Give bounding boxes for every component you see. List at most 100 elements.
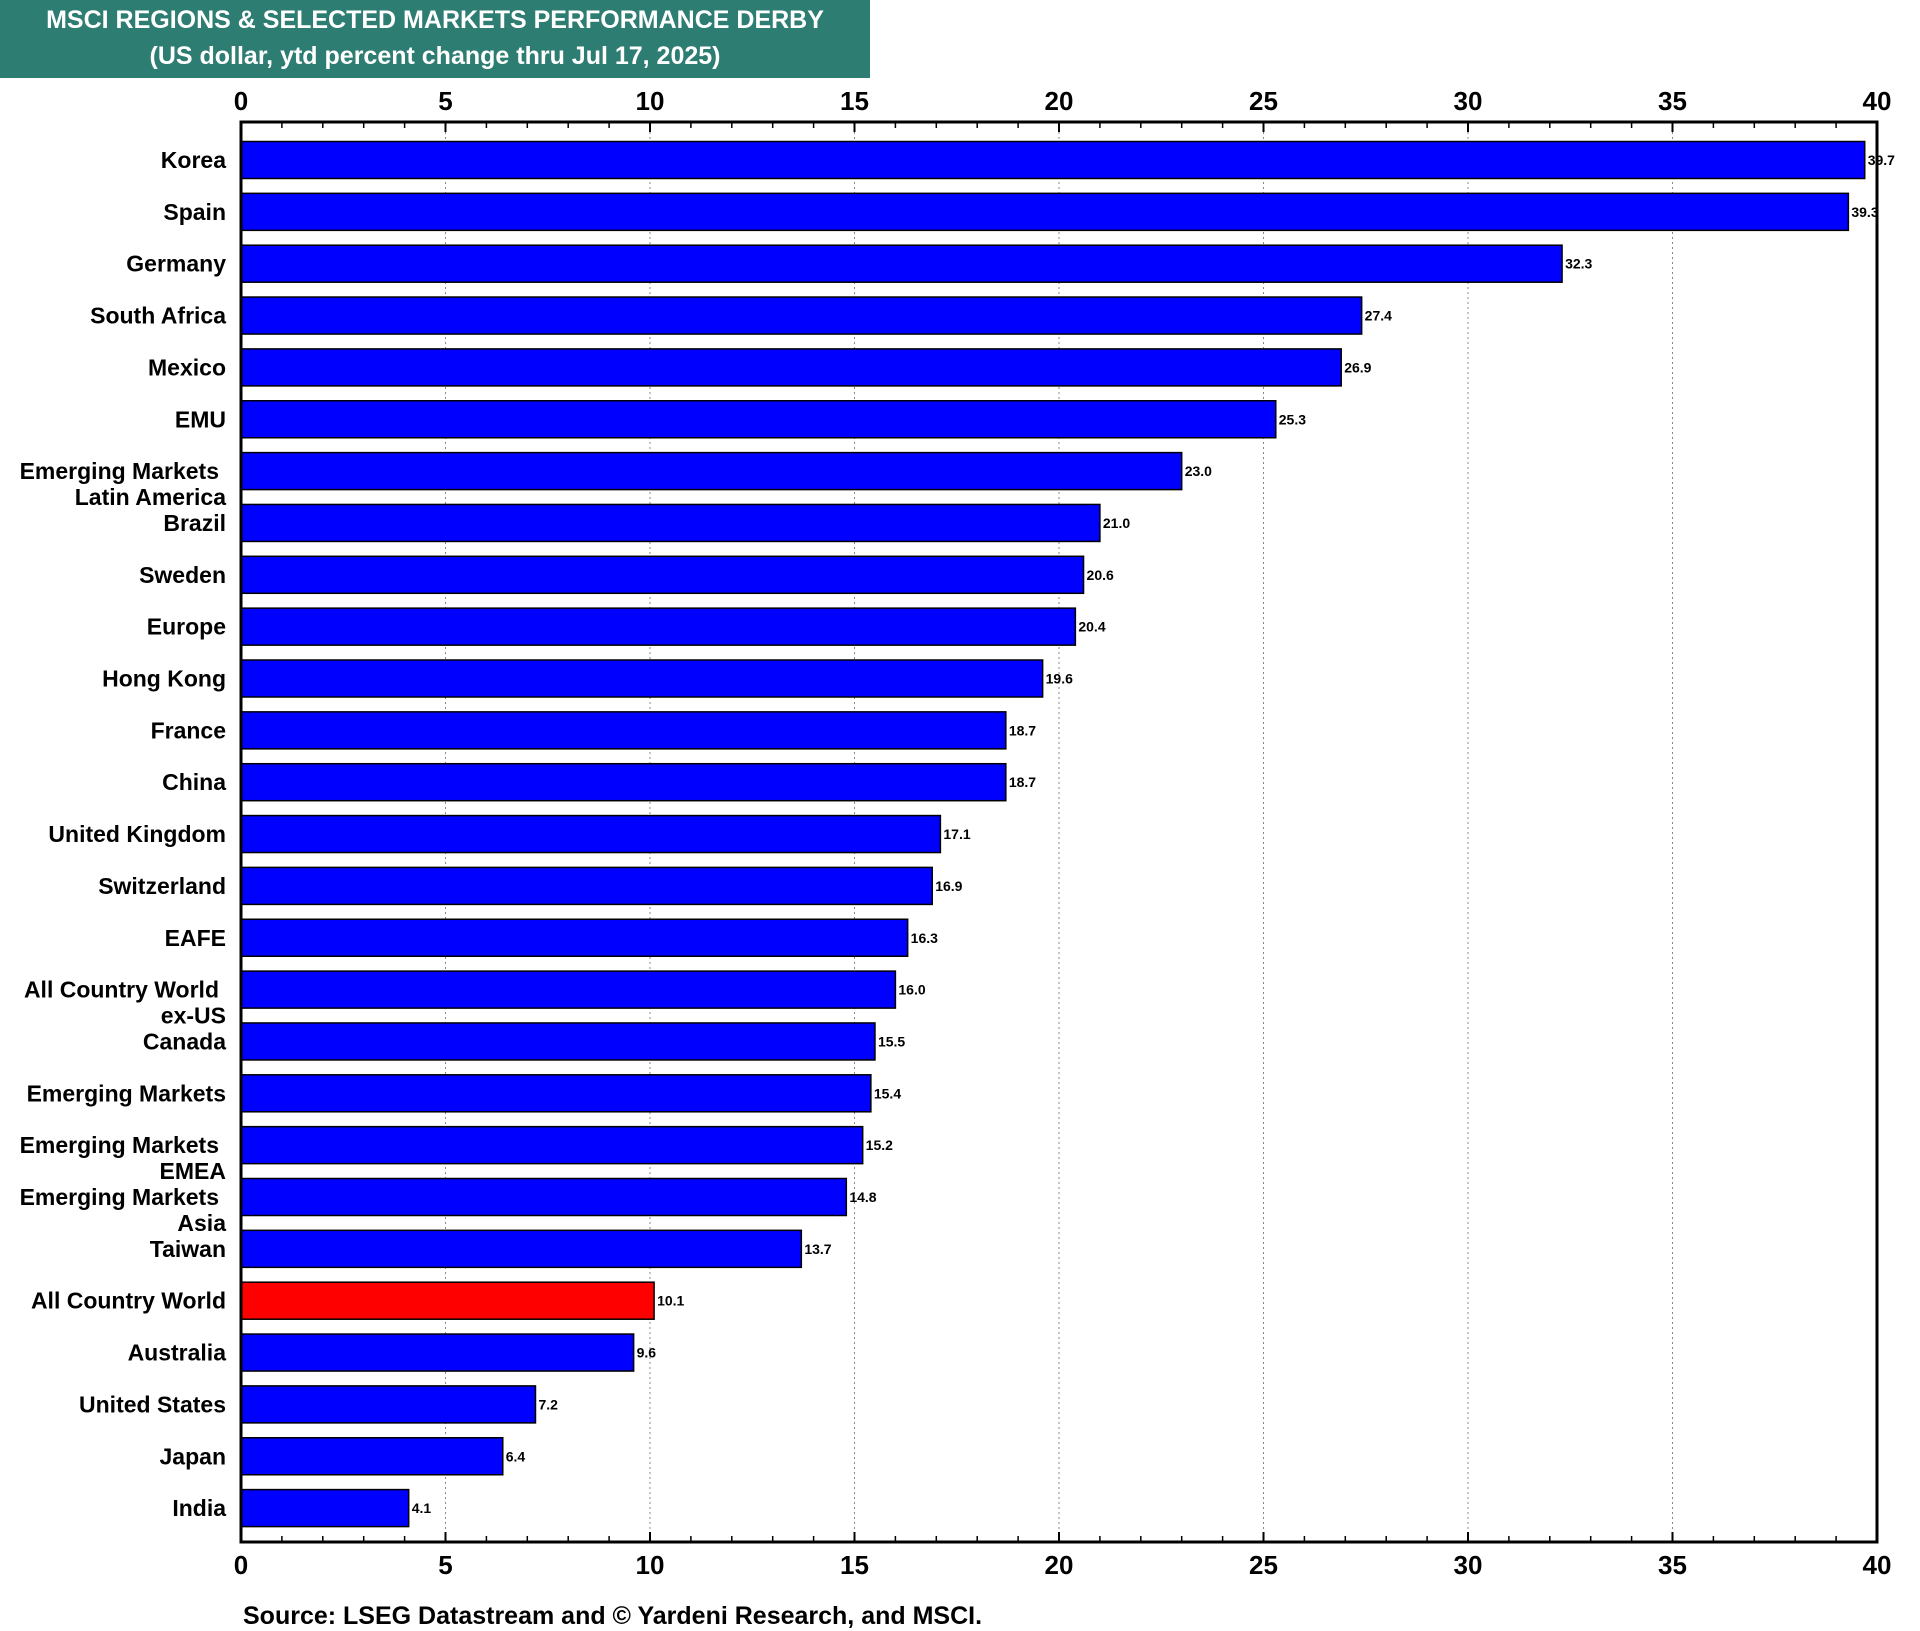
- category-label: Brazil: [163, 510, 226, 536]
- bar: [240, 1125, 864, 1165]
- category-label: Hong Kong: [102, 666, 226, 692]
- source-note: Source: LSEG Datastream and © Yardeni Re…: [243, 1602, 983, 1630]
- category-label: Mexico: [148, 354, 226, 380]
- x-tick-label-bottom: 15: [840, 1550, 869, 1580]
- value-label: 18.7: [1009, 722, 1036, 738]
- category-label: Switzerland: [98, 873, 226, 899]
- bar: [240, 1177, 848, 1217]
- category-label: South Africa: [90, 303, 226, 329]
- value-label: 20.6: [1087, 567, 1114, 583]
- bar: [240, 1229, 803, 1269]
- value-label: 16.0: [898, 982, 925, 998]
- value-label: 25.3: [1279, 411, 1306, 427]
- category-label: United States: [79, 1391, 226, 1417]
- x-tick-label-bottom: 40: [1863, 1550, 1892, 1580]
- category-label: EMU: [175, 406, 226, 432]
- category-label: Emerging Markets: [20, 1184, 219, 1210]
- bar: [240, 555, 1085, 595]
- bar: [240, 1385, 537, 1424]
- value-label: 26.9: [1344, 359, 1371, 375]
- x-tick-label-top: 10: [636, 86, 665, 116]
- category-label: Emerging Markets: [20, 458, 219, 484]
- bar: [240, 1437, 504, 1476]
- bar: [240, 1281, 655, 1320]
- bar: [240, 762, 1007, 802]
- x-tick-label-bottom: 30: [1454, 1550, 1483, 1580]
- x-tick-label-bottom: 5: [438, 1550, 452, 1580]
- value-label: 4.1: [412, 1500, 432, 1516]
- x-tick-label-top: 30: [1454, 86, 1483, 116]
- chart-subtitle: (US dollar, ytd percent change thru Jul …: [149, 42, 721, 70]
- value-label: 7.2: [538, 1396, 558, 1412]
- value-label: 17.1: [943, 826, 970, 842]
- value-label: 9.6: [637, 1345, 657, 1361]
- chart-title: MSCI REGIONS & SELECTED MARKETS PERFORMA…: [46, 6, 824, 34]
- category-label: Japan: [160, 1443, 226, 1469]
- category-label: Latin America: [75, 484, 226, 510]
- x-tick-label-top: 20: [1045, 86, 1074, 116]
- x-tick-label-bottom: 10: [636, 1550, 665, 1580]
- category-label: United Kingdom: [48, 821, 226, 847]
- bar: [240, 659, 1044, 698]
- value-label: 32.3: [1565, 256, 1592, 272]
- value-label: 13.7: [804, 1241, 831, 1257]
- value-label: 15.2: [866, 1137, 893, 1153]
- category-label: Emerging Markets: [27, 1080, 226, 1106]
- bar: [240, 711, 1007, 750]
- category-label: Asia: [177, 1210, 226, 1236]
- category-label: Sweden: [139, 562, 226, 588]
- category-label: Canada: [143, 1028, 226, 1054]
- value-label: 19.6: [1046, 671, 1073, 687]
- category-label: France: [151, 717, 226, 743]
- bar: [240, 607, 1077, 646]
- bar: [240, 918, 909, 957]
- category-label: Taiwan: [150, 1236, 226, 1262]
- x-tick-label-bottom: 35: [1658, 1550, 1687, 1580]
- chart-title-box: MSCI REGIONS & SELECTED MARKETS PERFORMA…: [0, 0, 870, 78]
- category-label: Europe: [147, 614, 226, 640]
- value-label: 21.0: [1103, 515, 1130, 531]
- category-label: EMEA: [160, 1158, 226, 1184]
- plot-frame: [239, 120, 1879, 1544]
- bar: [240, 1074, 872, 1113]
- x-tick-label-top: 35: [1658, 86, 1687, 116]
- value-label: 10.1: [657, 1293, 684, 1309]
- category-label: Emerging Markets: [20, 1132, 219, 1158]
- bar: [240, 503, 1101, 543]
- category-label: ex-US: [161, 1003, 226, 1029]
- category-label: Korea: [161, 147, 226, 173]
- x-tick-label-top: 5: [438, 86, 452, 116]
- bar: [240, 1333, 635, 1372]
- bar: [240, 1488, 410, 1528]
- bar: [240, 296, 1363, 335]
- value-label: 18.7: [1009, 774, 1036, 790]
- value-label: 27.4: [1365, 308, 1392, 324]
- category-label: EAFE: [165, 925, 226, 951]
- value-label: 39.7: [1868, 152, 1895, 168]
- bar: [240, 400, 1277, 439]
- bar: [240, 1022, 876, 1061]
- category-label: China: [162, 769, 226, 795]
- category-label: Australia: [128, 1340, 227, 1366]
- value-label: 14.8: [849, 1189, 876, 1205]
- category-label: Germany: [126, 251, 226, 277]
- x-tick-label-top: 0: [234, 86, 248, 116]
- category-label: Spain: [163, 199, 226, 225]
- value-label: 39.3: [1851, 204, 1878, 220]
- category-label: All Country World: [31, 1288, 226, 1314]
- value-label: 6.4: [506, 1448, 526, 1464]
- bar: [240, 866, 933, 906]
- value-label: 20.4: [1078, 619, 1105, 635]
- bar: [240, 192, 1850, 232]
- value-label: 15.4: [874, 1085, 901, 1101]
- category-label: All Country World: [24, 977, 219, 1003]
- x-tick-label-bottom: 0: [234, 1550, 248, 1580]
- value-label: 23.0: [1185, 463, 1212, 479]
- x-tick-label-bottom: 25: [1249, 1550, 1278, 1580]
- value-label: 16.3: [911, 930, 938, 946]
- bar: [240, 970, 897, 1009]
- value-label: 16.9: [935, 878, 962, 894]
- bar: [240, 244, 1563, 283]
- x-tick-label-top: 15: [840, 86, 869, 116]
